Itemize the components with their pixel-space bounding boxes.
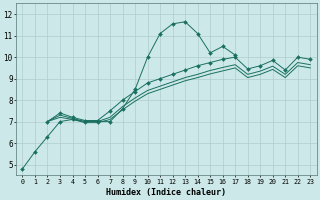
X-axis label: Humidex (Indice chaleur): Humidex (Indice chaleur): [106, 188, 226, 197]
